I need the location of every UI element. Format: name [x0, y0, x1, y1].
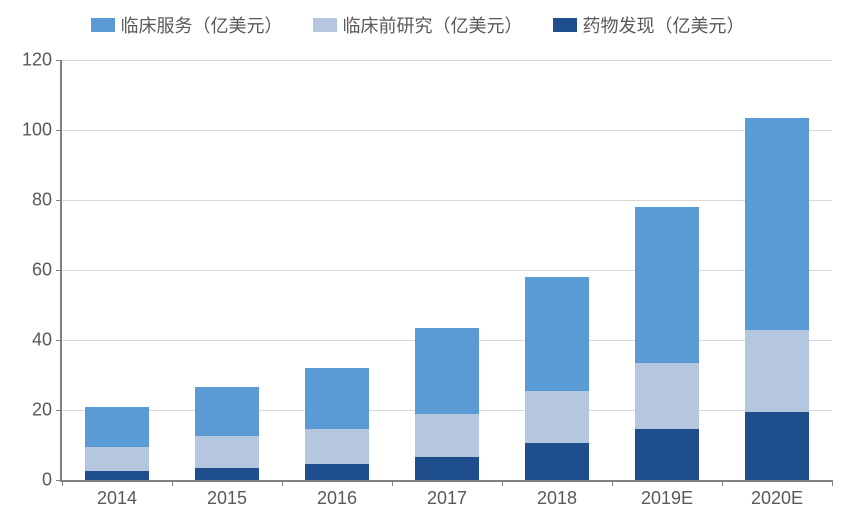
bar-segment-clinical — [305, 368, 369, 429]
y-tick-mark — [56, 270, 62, 271]
bar-segment-drug_discovery — [525, 443, 589, 480]
bar-segment-drug_discovery — [745, 412, 809, 480]
legend-swatch-clinical — [91, 18, 115, 32]
y-tick-label: 80 — [32, 190, 52, 211]
bar-segment-clinical — [635, 207, 699, 363]
bar-segment-clinical — [85, 407, 149, 447]
legend: 临床服务（亿美元） 临床前研究（亿美元） 药物发现（亿美元） — [0, 12, 865, 38]
bar-segment-preclinical — [195, 436, 259, 468]
x-tick-label: 2017 — [427, 488, 467, 509]
bar-segment-preclinical — [85, 447, 149, 472]
bar-segment-clinical — [415, 328, 479, 414]
bar-segment-preclinical — [745, 330, 809, 412]
y-tick-mark — [56, 410, 62, 411]
x-tick-label: 2016 — [317, 488, 357, 509]
y-tick-label: 120 — [22, 50, 52, 71]
legend-item-clinical: 临床服务（亿美元） — [91, 12, 283, 38]
bar-segment-drug_discovery — [305, 464, 369, 480]
x-tick-mark — [612, 480, 613, 486]
y-tick-label: 0 — [42, 470, 52, 491]
legend-label-drug_discovery: 药物发现（亿美元） — [583, 16, 745, 36]
gridline — [62, 130, 832, 131]
x-tick-mark — [62, 480, 63, 486]
bar-segment-clinical — [195, 387, 259, 436]
y-tick-mark — [56, 60, 62, 61]
bar-segment-drug_discovery — [195, 468, 259, 480]
gridline — [62, 270, 832, 271]
bar-segment-drug_discovery — [635, 429, 699, 480]
y-tick-mark — [56, 130, 62, 131]
legend-swatch-drug_discovery — [553, 18, 577, 32]
y-tick-label: 40 — [32, 330, 52, 351]
gridline — [62, 200, 832, 201]
y-tick-mark — [56, 200, 62, 201]
x-tick-mark — [722, 480, 723, 486]
bar-segment-preclinical — [415, 414, 479, 458]
x-tick-mark — [172, 480, 173, 486]
bar-segment-clinical — [525, 277, 589, 391]
x-tick-label: 2018 — [537, 488, 577, 509]
gridline — [62, 60, 832, 61]
bar-segment-drug_discovery — [85, 471, 149, 480]
bar-segment-preclinical — [305, 429, 369, 464]
y-tick-label: 20 — [32, 400, 52, 421]
bar-segment-preclinical — [635, 363, 699, 430]
legend-item-drug_discovery: 药物发现（亿美元） — [553, 12, 745, 38]
legend-label-clinical: 临床服务（亿美元） — [121, 16, 283, 36]
bar-segment-clinical — [745, 118, 809, 330]
y-tick-mark — [56, 340, 62, 341]
plot-area: 020406080100120201420152016201720182019E… — [60, 60, 832, 482]
legend-swatch-preclinical — [313, 18, 337, 32]
x-tick-mark — [502, 480, 503, 486]
x-tick-mark — [832, 480, 833, 486]
x-tick-mark — [282, 480, 283, 486]
x-tick-label: 2014 — [97, 488, 137, 509]
y-tick-label: 100 — [22, 120, 52, 141]
x-tick-label: 2015 — [207, 488, 247, 509]
x-tick-mark — [392, 480, 393, 486]
bar-segment-drug_discovery — [415, 457, 479, 480]
bar-segment-preclinical — [525, 391, 589, 444]
legend-item-preclinical: 临床前研究（亿美元） — [313, 12, 523, 38]
chart-container: 临床服务（亿美元）临床前研究（亿美元）药物发现（亿美元） 02040608010… — [0, 0, 865, 528]
x-tick-label: 2020E — [751, 488, 803, 509]
legend-label-preclinical: 临床前研究（亿美元） — [343, 16, 523, 36]
y-tick-label: 60 — [32, 260, 52, 281]
x-tick-label: 2019E — [641, 488, 693, 509]
